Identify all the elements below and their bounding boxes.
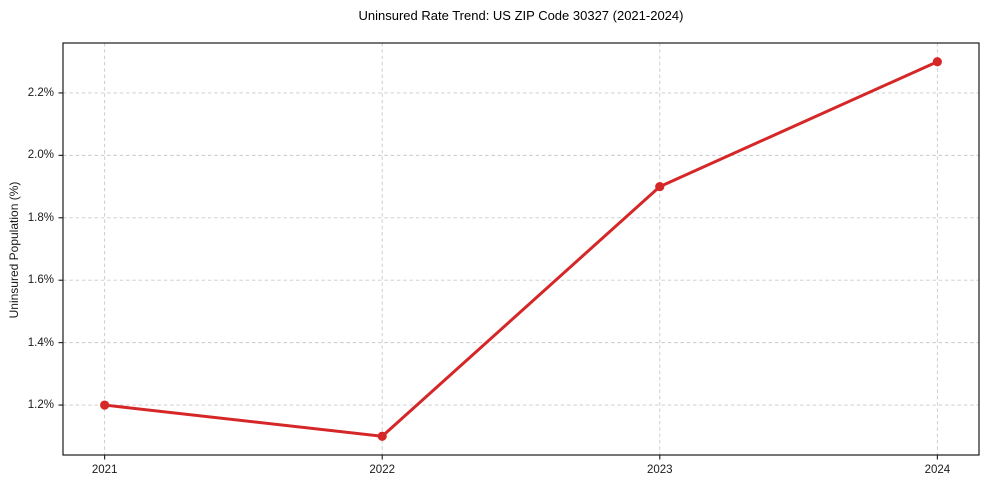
x-tick-label: 2023	[646, 464, 673, 476]
y-tick-label: 2.0%	[27, 149, 54, 162]
chart-title: Uninsured Rate Trend: US ZIP Code 30327 …	[358, 8, 684, 23]
x-tick-label: 2021	[91, 464, 118, 476]
y-tick-label: 1.2%	[27, 399, 54, 412]
plot-border	[62, 42, 980, 456]
data-point-marker	[932, 57, 942, 67]
y-tick-label: 1.6%	[27, 274, 54, 287]
y-tick-label: 2.2%	[27, 86, 54, 99]
y-tick-label: 1.4%	[27, 336, 54, 349]
y-tick-label: 1.8%	[27, 211, 54, 224]
data-point-marker	[377, 431, 387, 441]
x-tick-label: 2022	[369, 464, 395, 476]
data-point-marker	[655, 181, 665, 192]
trend-line	[103, 60, 939, 438]
x-tick-label: 2024	[924, 464, 951, 476]
data-point-marker	[100, 400, 110, 410]
